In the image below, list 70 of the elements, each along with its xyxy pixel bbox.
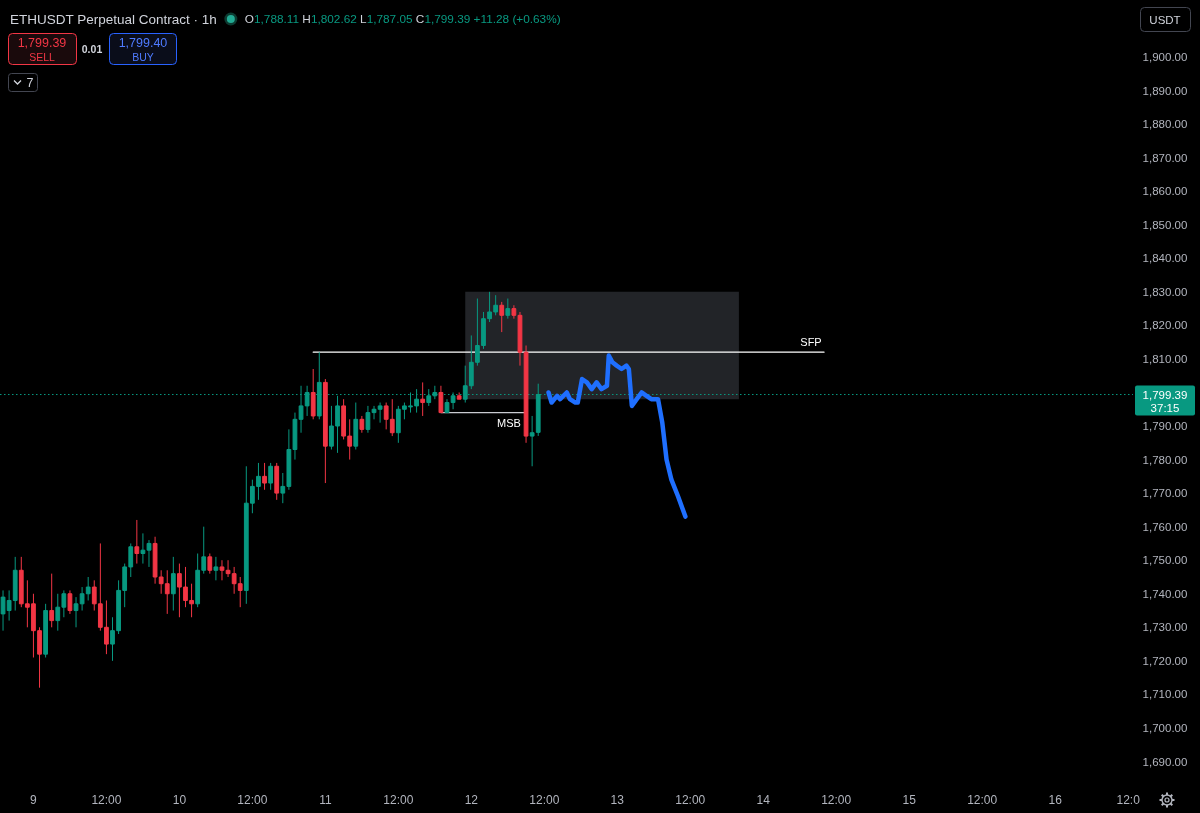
y-tick-label: 1,830.00 bbox=[1142, 285, 1188, 298]
candlestick bbox=[420, 381, 426, 417]
x-tick-label: 12:00 bbox=[967, 793, 998, 807]
currency-button: USDT bbox=[1140, 7, 1191, 32]
y-tick-label: 1,710.00 bbox=[1142, 688, 1188, 701]
x-tick-label: 9 bbox=[30, 793, 38, 807]
candlestick bbox=[274, 462, 280, 501]
y-tick-label: 1,870.00 bbox=[1142, 151, 1188, 164]
candlestick bbox=[505, 298, 511, 320]
y-tick-label: 1,730.00 bbox=[1142, 621, 1188, 634]
annotation: BUY bbox=[132, 51, 154, 63]
candlestick bbox=[43, 603, 48, 658]
annotation: MSB bbox=[497, 417, 521, 429]
y-tick-label: 1,820.00 bbox=[1142, 319, 1188, 332]
annotation: 7 bbox=[26, 75, 34, 90]
y-tick-label: 1,700.00 bbox=[1142, 721, 1188, 734]
y-tick-label: 1,860.00 bbox=[1142, 185, 1188, 198]
x-tick-label: 10 bbox=[172, 793, 187, 807]
x-tick-label: 12:00 bbox=[91, 793, 122, 807]
chart-title: ETHUSDT Perpetual Contract · 1h bbox=[10, 11, 217, 27]
x-tick-label: 15 bbox=[902, 793, 917, 807]
chart-subtitle: O1,788.11 H1,802.62 L1,787.05 C1,799.39 +11.28 (+0.63%) bbox=[244, 12, 561, 26]
x-tick-label: 13 bbox=[610, 793, 625, 807]
candlestick bbox=[207, 553, 213, 575]
text: 37:15 bbox=[1150, 402, 1180, 414]
candlestick bbox=[438, 385, 444, 414]
candlestick bbox=[262, 462, 267, 491]
annotation: SELL bbox=[29, 51, 55, 63]
x-tick-label: 11 bbox=[319, 793, 332, 807]
x-tick-label: 12:00 bbox=[675, 793, 706, 807]
text: 0.01 bbox=[81, 43, 103, 55]
y-tick-label: 1,810.00 bbox=[1142, 352, 1188, 365]
y-tick-label: 1,750.00 bbox=[1142, 554, 1188, 567]
ref-line-label: 1,799.39 bbox=[1142, 388, 1188, 401]
x-tick-label: 12 bbox=[464, 793, 479, 807]
y-tick-label: 1,770.00 bbox=[1142, 487, 1188, 500]
y-tick-label: 1,890.00 bbox=[1142, 84, 1188, 97]
candlestick bbox=[456, 391, 462, 400]
y-tick-label: 1,740.00 bbox=[1142, 587, 1188, 600]
candlestick bbox=[213, 556, 219, 581]
y-tick-label: 1,900.00 bbox=[1142, 51, 1188, 63]
dropdown: 7 bbox=[8, 73, 38, 92]
x-tick-label: 12:00 bbox=[237, 793, 268, 807]
sell-button: 1,799.39 SELL bbox=[8, 33, 77, 65]
x-tick-label: 16 bbox=[1048, 793, 1063, 807]
candlestick bbox=[134, 519, 140, 565]
x-tick-label: 12:00 bbox=[821, 793, 852, 807]
candlestick bbox=[353, 402, 359, 451]
candlestick bbox=[322, 378, 328, 484]
candlestick bbox=[67, 589, 73, 615]
y-tick-label: 1,760.00 bbox=[1142, 520, 1188, 533]
y-tick-label: 1,690.00 bbox=[1142, 755, 1188, 768]
x-tick-label: 12:00 bbox=[529, 793, 560, 807]
y-tick-label: 1,720.00 bbox=[1142, 654, 1188, 667]
y-tick-label: 1,780.00 bbox=[1142, 453, 1188, 466]
x-tick-label: 12:0 bbox=[1116, 793, 1141, 807]
candlestick bbox=[499, 301, 505, 333]
candlestick bbox=[268, 462, 274, 491]
candlestick bbox=[359, 415, 365, 434]
y-tick-label: 1,880.00 bbox=[1142, 118, 1188, 131]
annotation: SFP bbox=[800, 336, 822, 348]
y-tick-label: 1,840.00 bbox=[1142, 252, 1188, 265]
candlestick bbox=[310, 368, 316, 420]
candlestick bbox=[49, 573, 55, 628]
y-tick-label: 1,790.00 bbox=[1142, 420, 1188, 433]
x-tick-label: 12:00 bbox=[383, 793, 414, 807]
y-tick-label: 1,850.00 bbox=[1142, 218, 1188, 231]
buy-button: 1,799.40 BUY bbox=[109, 33, 177, 65]
x-tick-label: 14 bbox=[756, 793, 771, 807]
candlestick bbox=[170, 556, 176, 612]
